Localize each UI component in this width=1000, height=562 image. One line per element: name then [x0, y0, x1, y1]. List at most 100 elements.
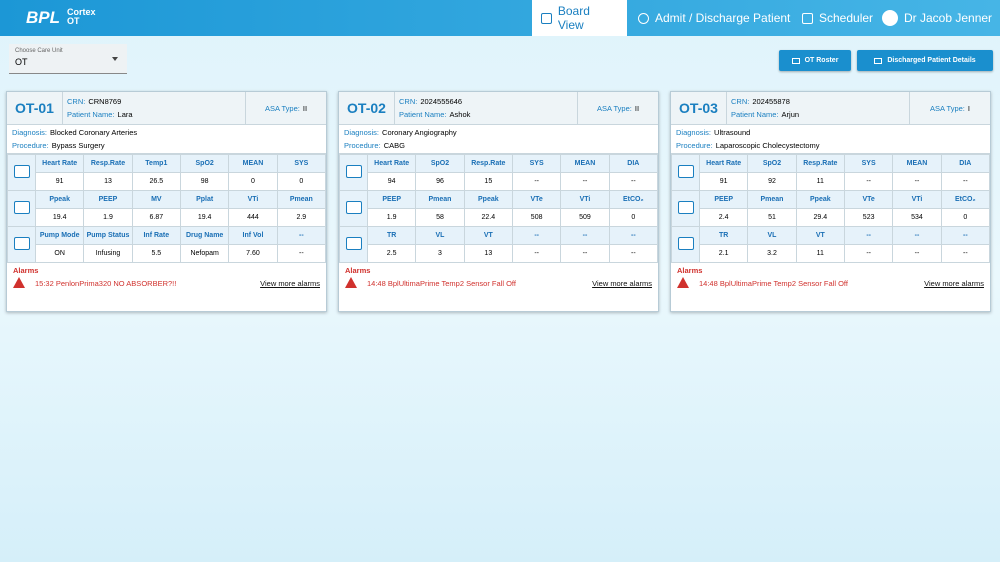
device-icon [671, 226, 700, 263]
ot-id: OT-03 [671, 92, 727, 124]
view-more-link[interactable]: View more alarms [924, 279, 984, 288]
label: Diagnosis: [12, 128, 48, 137]
patient-name: Lara [117, 110, 133, 119]
param-value: 91 [698, 172, 749, 191]
device-icon [671, 190, 700, 227]
asa-type: II [302, 103, 308, 113]
param-name: VTi [560, 190, 610, 209]
warning-icon [677, 277, 689, 288]
patient-card[interactable]: OT-02 CRN: 2024555646 Patient Name: Ashok ASA… [338, 91, 659, 312]
card-header: OT-01 CRN: CRN8769 Patient Name: Lara ASA Typ… [7, 92, 326, 125]
param-value: -- [940, 172, 991, 191]
label: Procedure: [12, 141, 49, 150]
alarms-label: Alarms [345, 266, 371, 275]
param-value: -- [608, 244, 659, 263]
param-value: -- [843, 244, 894, 263]
asa-type: I [967, 103, 970, 113]
label: ASA Type: [264, 103, 300, 113]
card-header: OT-03 CRN: 202455878 Patient Name: Arjun ASA … [671, 92, 990, 125]
vitals-table: Heart Rate SpO2 Resp.Rate SYS MEAN DIA 91 92 11-… [671, 154, 991, 263]
crn-line: CRN: CRN8769 [67, 95, 241, 108]
param-name: VTe [843, 190, 894, 209]
param-value: -- [843, 172, 894, 191]
value-row: 91 13 26.5 98 0 0 [8, 172, 327, 191]
device-icon [7, 190, 36, 227]
icon [677, 237, 694, 250]
product: Cortex OT [67, 8, 96, 26]
select-label: Choose Care Unit [15, 48, 63, 54]
nav-label: Board View [557, 4, 590, 32]
param-value: 2.5 [366, 244, 417, 263]
device-icon [339, 154, 368, 191]
care-unit-select[interactable]: Choose Care Unit OT [9, 44, 127, 74]
label: Patient Name: [67, 110, 115, 119]
param-value: 2.1 [698, 244, 749, 263]
param-value: 11 [795, 244, 845, 263]
device-icon [7, 226, 36, 263]
param-name: VTi [892, 190, 942, 209]
icon [13, 165, 30, 178]
header-row: Heart Rate Resp.Rate Temp1 SpO2 MEAN SYS [7, 154, 327, 191]
label: Procedure: [344, 141, 381, 150]
param-value: 26.5 [131, 172, 181, 191]
nav-label: Admit / Discharge Patient [655, 11, 791, 25]
icon [13, 201, 30, 214]
param-name: PEEP [698, 190, 749, 209]
param-name: EtCO₂ [940, 190, 991, 209]
user-name: Dr Jacob Jenner [904, 11, 993, 25]
alarms-label: Alarms [677, 266, 703, 275]
user-menu[interactable]: Dr Jacob Jenner [882, 0, 992, 36]
param-name: -- [276, 226, 327, 245]
patient-info: CRN: 2024555646 Patient Name: Ashok [395, 92, 578, 124]
param-value: 5.5 [131, 244, 181, 263]
button[interactable]: Discharged Patient Details [857, 50, 993, 71]
patient-card[interactable]: OT-01 CRN: CRN8769 Patient Name: Lara ASA Typ… [6, 91, 327, 312]
param-value: 19.4 [179, 208, 230, 227]
param-name: Ppeak [795, 190, 845, 209]
param-name: Heart Rate [366, 154, 417, 173]
param-value: 2.4 [698, 208, 749, 227]
param-name: PEEP [366, 190, 417, 209]
view-more-link[interactable]: View more alarms [592, 279, 652, 288]
header: BPL Cortex OT Board View Admit / Discharg… [0, 0, 1000, 36]
device-icon [7, 154, 36, 191]
header-row: TR VL VT -- -- -- [339, 226, 659, 263]
label: ASA Type: [596, 103, 632, 113]
procedure: Laparoscopic Cholecystectomy [715, 141, 820, 150]
param-value: 91 [34, 172, 85, 191]
label: ASA Type: [930, 103, 965, 113]
param-value: 444 [228, 208, 278, 227]
param-value: -- [511, 172, 562, 191]
header-row: Heart Rate SpO2 Resp.Rate SYS MEAN DIA [671, 154, 991, 191]
param-name: Heart Rate [34, 154, 85, 173]
header-row: Pump Mode Pump Status Inf Rate Drug Name Inf… [7, 226, 327, 263]
label: Diagnosis: [676, 128, 712, 137]
icon [345, 165, 362, 178]
param-value: 509 [560, 208, 610, 227]
crn-line: CRN: 202455878 [731, 95, 905, 108]
ot-id: OT-01 [7, 92, 63, 124]
icon [677, 165, 694, 178]
param-name: SYS [843, 154, 894, 173]
nav-tab[interactable]: Scheduler [802, 0, 873, 36]
param-value: 508 [511, 208, 562, 227]
param-value: 94 [366, 172, 417, 191]
diagnosis-line: Diagnosis: Ultrasound [676, 126, 985, 139]
param-name: Pmean [747, 190, 797, 209]
nav-tab[interactable]: Admit / Discharge Patient [638, 0, 790, 36]
param-value: -- [892, 244, 942, 263]
nav-tab[interactable]: Board View [532, 0, 627, 36]
header-row: Heart Rate SpO2 Resp.Rate SYS MEAN DIA [339, 154, 659, 191]
device-icon [671, 154, 700, 191]
crn: 202455878 [752, 97, 790, 106]
param-value: Infusing [83, 244, 133, 263]
button[interactable]: OT Roster [779, 50, 851, 71]
patient-card[interactable]: OT-03 CRN: 202455878 Patient Name: Arjun ASA … [670, 91, 991, 312]
crn-line: CRN: 2024555646 [399, 95, 573, 108]
param-name: VTe [511, 190, 562, 209]
view-more-link[interactable]: View more alarms [260, 279, 320, 288]
param-name: SpO2 [179, 154, 230, 173]
param-name: MEAN [228, 154, 278, 173]
param-name: SYS [276, 154, 327, 173]
